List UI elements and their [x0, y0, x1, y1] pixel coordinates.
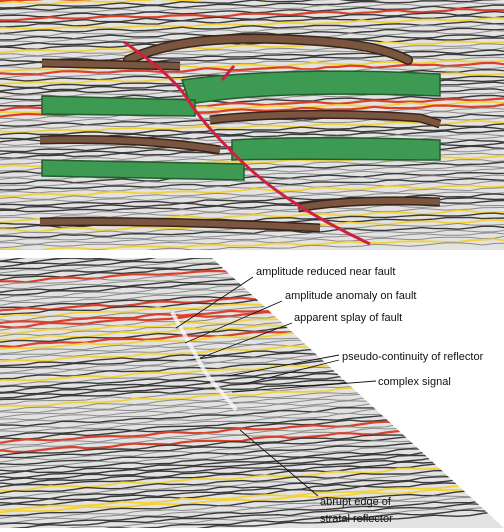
label-apparent-splay: apparent splay of fault [294, 312, 402, 324]
seismic-reflection [0, 174, 504, 188]
seismic-reflection [89, 242, 504, 250]
seismic-reflection [0, 472, 504, 502]
brown-horizon-2-left-fill [41, 60, 181, 69]
brown-horizon-upper-right-fill [124, 35, 412, 64]
seismic-reflection [0, 61, 504, 76]
green-horizon-lower-right [231, 136, 441, 161]
seismic-reflection [0, 43, 504, 57]
seismic-reflection [0, 1, 504, 15]
label-abrupt-edge-line1: abrupt edge of [320, 496, 392, 508]
label-complex-signal: complex signal [378, 376, 451, 388]
seismic-reflection [0, 7, 504, 22]
leader-amplitude-anomaly [184, 300, 283, 344]
annotation-leaders [175, 276, 377, 497]
seismic-reflection [0, 463, 504, 492]
seismic-reflection [0, 491, 504, 520]
seismic-reflection [0, 503, 504, 528]
seismic-reflection [0, 59, 504, 73]
seismic-reflection [0, 0, 269, 5]
seismic-reflection [0, 206, 504, 220]
leader-abrupt-edge [239, 429, 319, 497]
seismic-reflection [0, 187, 504, 200]
seismic-reflection [0, 460, 504, 490]
seismic-reflection [0, 504, 504, 528]
top-seismic-panel [0, 0, 504, 250]
seismic-reflection [0, 258, 504, 269]
seismic-reflection [0, 17, 504, 31]
bottom-fault-zone [170, 311, 238, 412]
fault-trace [123, 40, 371, 246]
seismic-reflection [0, 496, 504, 524]
seismic-reflection [0, 66, 504, 79]
seismic-reflection [0, 180, 504, 194]
seismic-reflection [0, 452, 504, 483]
seismic-reflection [0, 171, 504, 185]
leader-pseudo-continuity-a [227, 354, 340, 377]
green-horizon-upper-right [181, 70, 441, 105]
seismic-reflection [0, 10, 504, 24]
seismic-reflection [0, 479, 504, 508]
seismic-reflection [0, 49, 504, 63]
seismic-reflection [0, 238, 504, 250]
green-horizon-lower-left [41, 159, 245, 181]
seismic-reflection [0, 119, 504, 134]
label-amplitude-reduced: amplitude reduced near fault [256, 266, 395, 278]
fault-splay-segment [220, 65, 236, 81]
seismic-reflection [0, 4, 504, 18]
seismic-reflection [0, 485, 504, 515]
main-fault-line [123, 40, 371, 246]
seismic-reflection [0, 451, 504, 479]
seismic-reflection [0, 457, 504, 486]
leader-amplitude-reduced [175, 276, 254, 329]
seismic-reflection [0, 476, 504, 505]
seismic-reflection [0, 466, 504, 496]
seismic-reflection [0, 498, 504, 527]
seismic-reflection [0, 0, 503, 12]
seismic-reflection [0, 471, 504, 498]
seismic-reflection [0, 258, 504, 270]
seismic-reflection [0, 177, 504, 191]
green-horizon-upper-left [41, 95, 196, 117]
seismic-reflection [0, 511, 504, 528]
seismic-reflection [0, 236, 504, 249]
seismic-reflection [0, 184, 504, 198]
leader-complex-signal [231, 380, 377, 393]
seismic-reflection [0, 490, 504, 517]
seismic-reflection [0, 123, 504, 136]
leader-pseudo-continuity-b [243, 359, 340, 385]
seismic-reflection [0, 446, 504, 477]
seismic-reflection [0, 509, 504, 528]
brown-horizon-3-right-fill [209, 111, 441, 127]
seismic-reflection [0, 37, 504, 51]
seismic-reflection [0, 225, 504, 239]
seismic-reflection [0, 47, 504, 60]
seismic-reflection [0, 191, 504, 204]
leader-apparent-splay [199, 322, 293, 359]
brown-horizon-5-right-fill [297, 197, 441, 211]
seismic-reflection [0, 258, 504, 264]
seismic-reflection [0, 15, 504, 28]
seismic-reflection [0, 229, 504, 242]
brown-horizon-6-left-fill [39, 218, 321, 231]
label-abrupt-edge-line2: stratal reflector [320, 513, 393, 525]
label-pseudo-continuity: pseudo-continuity of reflector [342, 351, 484, 363]
seismic-reflection [0, 40, 504, 54]
seismic-reflection [0, 27, 504, 41]
seismic-reflection [0, 23, 504, 37]
seismic-reflection [0, 193, 504, 207]
annotation-labels: amplitude reduced near fault amplitude a… [256, 266, 484, 525]
seismic-reflection [0, 483, 504, 511]
brown-horizon-4-left-fill [39, 136, 221, 153]
label-amplitude-anomaly: amplitude anomaly on fault [285, 290, 416, 302]
seismic-reflection [0, 0, 381, 9]
seismic-reflection [0, 232, 504, 245]
seismic-reflection [0, 203, 504, 217]
